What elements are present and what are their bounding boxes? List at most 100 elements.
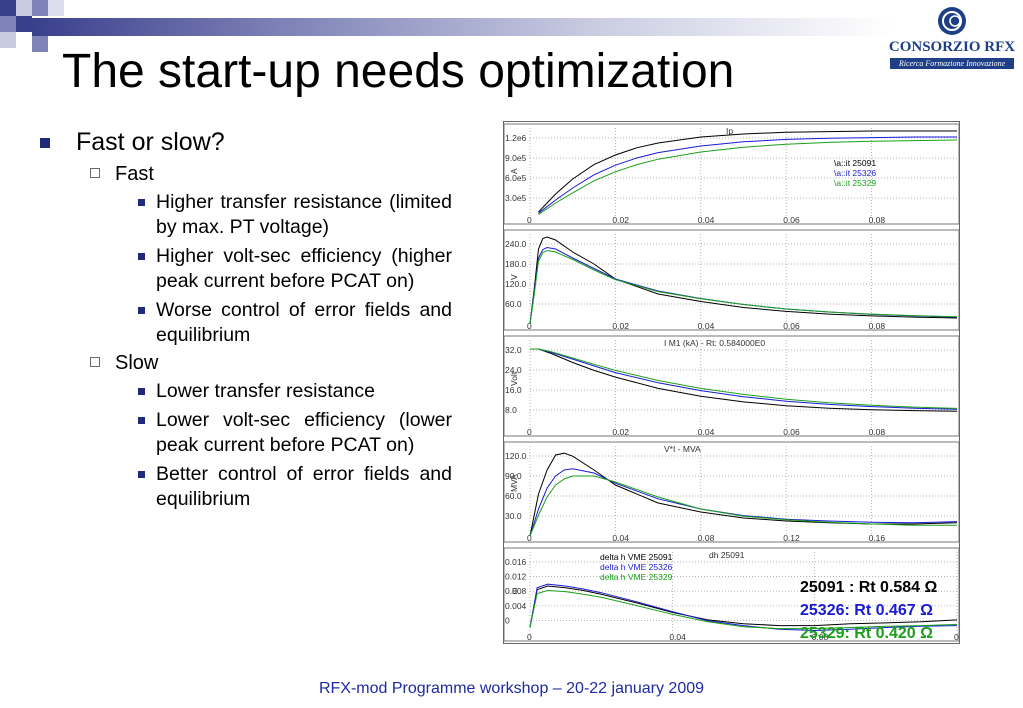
y-tick-label: 24.0 (505, 365, 522, 375)
rt-line-25326: 25326: Rt 0.467 Ω (800, 602, 933, 619)
series-line-2 (529, 468, 958, 537)
bullet-fast: Fast (40, 163, 452, 186)
transfer-resistance-caption: 25091 : Rt 0.584 Ω 25326: Rt 0.467 Ω 253… (800, 576, 937, 645)
legend-entry: delta h VME 25329 (600, 572, 673, 582)
decor-square (16, 0, 32, 16)
decor-square (16, 16, 32, 32)
bullet-main-text: Fast or slow? (76, 128, 225, 156)
plot-title: I M1 (kA) - Rt: 0.584000E0 (664, 338, 765, 348)
x-tick-label: 0 (527, 321, 532, 331)
series-line-3 (529, 589, 958, 630)
small-square-bullet-icon (138, 306, 145, 314)
x-tick-label: 0.08 (698, 533, 715, 543)
slide-footer: RFX-mod Programme workshop – 20-22 janua… (318, 680, 705, 697)
logo-emblem-icon (938, 7, 966, 35)
y-tick-label: 0 (505, 615, 510, 625)
series-line-3 (530, 348, 958, 409)
series-line-3 (529, 249, 958, 325)
bullet-slow-item: Lower volt-sec efficiency (lower peak cu… (40, 408, 452, 458)
y-tick-label: 120.0 (505, 279, 527, 289)
x-tick-label: 0.16 (869, 533, 886, 543)
bullet-fast-item: Higher volt-sec efficiency (higher peak … (40, 244, 452, 294)
x-tick-label: 0 (527, 427, 532, 437)
bullet-fast-item-text: Worse control of error fields and equili… (156, 298, 452, 346)
bullet-slow-item-text: Lower transfer resistance (156, 379, 375, 402)
y-tick-label: 0.004 (505, 601, 527, 611)
legend-entry: \a::it 25091 (834, 158, 876, 168)
y-tick-label: 0.008 (505, 586, 527, 596)
plot-title: V*I - MVA (664, 444, 701, 454)
bullet-main: Fast or slow? (40, 128, 452, 157)
y-tick-label: 60.0 (505, 299, 522, 309)
y-tick-label: 3.0e5 (505, 193, 527, 203)
x-tick-label: 0.08 (869, 321, 886, 331)
slide-title: The start-up needs optimization (62, 45, 735, 98)
bullet-fast-item: Worse control of error fields and equili… (40, 298, 452, 348)
bullet-slow-item-text: Lower volt-sec efficiency (lower peak cu… (156, 408, 452, 456)
y-tick-label: 8.0 (505, 405, 517, 415)
x-tick-label: 0.04 (698, 215, 715, 225)
x-tick-label: 0.06 (783, 321, 800, 331)
y-tick-label: 6.0e5 (505, 173, 527, 183)
x-tick-label: 0 (527, 533, 532, 543)
series-line-2 (530, 348, 958, 410)
x-tick-label: 0.02 (612, 215, 629, 225)
square-bullet-icon (40, 138, 50, 148)
x-tick-label: 0.04 (612, 533, 629, 543)
y-tick-label: 30.0 (505, 511, 522, 521)
plot-title: Ip (726, 126, 733, 136)
series-line-2 (538, 136, 957, 214)
plot-frame (503, 441, 960, 543)
x-tick-label: 0.02 (612, 321, 629, 331)
series-line-2 (529, 583, 958, 632)
waveform-plots-panel: 0 0.02 0.04 0.06 0.08 1.2e6 9.0e5 6.0e5 3.0e5 A Ip… (503, 121, 971, 644)
y-tick-label: 90.0 (505, 471, 522, 481)
bullet-slow-item: Better control of error fields and equil… (40, 462, 452, 512)
legend-entry: \a::it 25329 (834, 178, 876, 188)
plot-frame (503, 335, 960, 437)
rt-line-25091: 25091 : Rt 0.584 Ω (800, 579, 938, 596)
series-line-3 (538, 139, 958, 215)
legend-entry: \a::it 25326 (834, 168, 876, 178)
x-tick-label: 0.12 (954, 632, 959, 642)
small-square-bullet-icon (138, 470, 145, 478)
decor-square (32, 0, 48, 16)
decor-square (0, 16, 16, 32)
logo-name: CONSORZIO RFX (888, 39, 1016, 55)
x-tick-label: 0.08 (869, 215, 886, 225)
rt-line-25329: 25329: Rt 0.420 Ω (800, 625, 933, 642)
legend-entry: delta h VME 25091 (600, 552, 673, 562)
x-tick-label: 0 (527, 215, 532, 225)
x-tick-label: 0.08 (869, 427, 886, 437)
y-axis-label: V (509, 274, 519, 280)
bullet-fast-item: Higher transfer resistance (limited by m… (40, 190, 452, 240)
x-tick-label: 0.06 (783, 427, 800, 437)
series-line-1 (538, 130, 957, 213)
hollow-square-bullet-icon (90, 168, 100, 178)
small-square-bullet-icon (138, 416, 145, 424)
hollow-square-bullet-icon (90, 356, 100, 367)
x-tick-label: 0.06 (783, 215, 800, 225)
header-gradient-bar (32, 18, 892, 36)
y-axis-label: Volt (509, 371, 519, 386)
y-tick-label: 16.0 (505, 385, 522, 395)
x-tick-label: 0.04 (669, 632, 686, 642)
y-axis-label: A (509, 168, 519, 174)
decor-square (32, 36, 48, 52)
x-tick-label: 0.12 (783, 533, 800, 543)
x-tick-label: 0.04 (698, 321, 715, 331)
x-tick-label: 0.04 (698, 427, 715, 437)
y-axis-label: m (509, 587, 519, 594)
logo-tagline: Ricerca Formazione Innovazione (890, 58, 1014, 69)
waveform-plots: 0 0.02 0.04 0.06 0.08 1.2e6 9.0e5 6.0e5 3.0e5 A Ip… (503, 123, 971, 642)
y-tick-label: 120.0 (505, 451, 527, 461)
bullet-slow-text: Slow (115, 351, 159, 374)
bullet-list: Fast or slow? Fast Higher transfer resis… (40, 128, 452, 515)
bullet-slow-item-text: Better control of error fields and equil… (156, 462, 452, 510)
x-tick-label: 0 (527, 632, 532, 642)
consorzio-rfx-logo: CONSORZIO RFX Ricerca Formazione Innovaz… (886, 5, 1018, 69)
plot-frame (503, 123, 960, 225)
x-tick-label: 0.08 (812, 632, 829, 642)
decor-square (0, 0, 16, 16)
y-tick-label: 0.016 (505, 557, 527, 567)
